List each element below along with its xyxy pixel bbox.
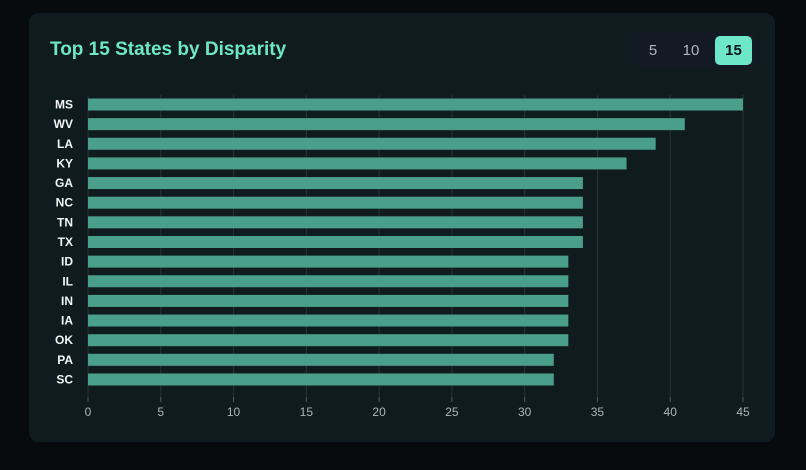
bar-tx (88, 235, 583, 248)
x-tick-label: 5 (157, 405, 164, 419)
x-tick-label: 0 (85, 405, 92, 419)
x-tick-label: 25 (445, 405, 459, 419)
y-label-pa: PA (57, 353, 73, 367)
x-tick-label: 45 (736, 405, 750, 419)
y-label-id: ID (61, 255, 73, 269)
x-tick-label: 15 (300, 405, 314, 419)
top-15-button[interactable]: 15 (715, 36, 752, 65)
bar-pa (88, 353, 554, 366)
bar-sc (88, 373, 554, 386)
y-label-sc: SC (56, 372, 73, 386)
x-tick-label: 10 (227, 405, 241, 419)
y-label-tn: TN (57, 215, 73, 229)
y-label-nc: NC (56, 196, 74, 210)
bar-id (88, 255, 569, 268)
x-tick-label: 35 (591, 405, 605, 419)
bar-ia (88, 314, 569, 327)
y-label-la: LA (57, 137, 73, 151)
top-n-toggle: 5 10 15 (633, 33, 756, 68)
bar-ms (88, 98, 743, 111)
y-label-ky: KY (56, 156, 73, 170)
x-tick-label: 40 (664, 405, 678, 419)
bar-in (88, 294, 569, 307)
bar-tn (88, 216, 583, 229)
y-label-ok: OK (55, 333, 73, 347)
bar-ok (88, 334, 569, 347)
y-label-ms: MS (55, 98, 73, 112)
bar-la (88, 137, 656, 150)
bar-ky (88, 157, 627, 170)
y-label-in: IN (61, 294, 73, 308)
x-tick-label: 30 (518, 405, 532, 419)
chart-title: Top 15 States by Disparity (50, 39, 287, 60)
y-label-il: IL (62, 274, 73, 288)
y-label-wv: WV (54, 117, 73, 131)
y-label-ga: GA (55, 176, 73, 190)
top-5-button[interactable]: 5 (648, 42, 658, 59)
bar-wv (88, 118, 685, 131)
bar-nc (88, 196, 583, 209)
bar-ga (88, 177, 583, 190)
y-label-ia: IA (61, 314, 73, 328)
top-10-button[interactable]: 10 (682, 42, 700, 59)
bar-il (88, 275, 569, 288)
x-tick-label: 20 (372, 405, 386, 419)
y-label-tx: TX (58, 235, 73, 249)
